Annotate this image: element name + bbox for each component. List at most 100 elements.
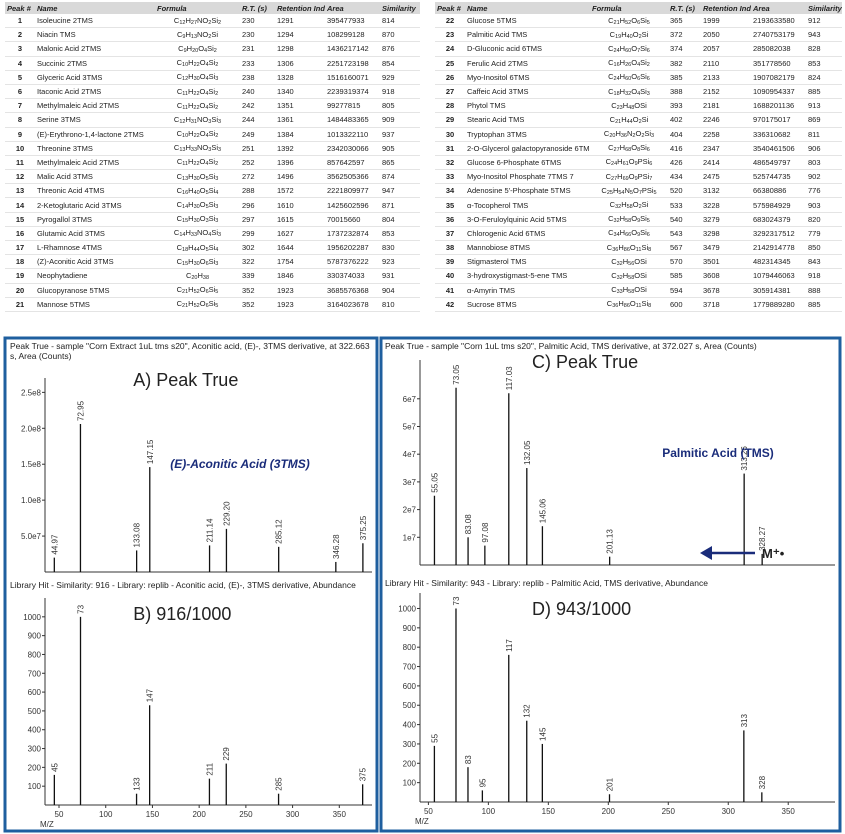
table-cell: 108299128	[325, 27, 380, 43]
table-cell: Stigmasterol TMS	[465, 254, 590, 270]
table-cell: 12	[5, 169, 35, 185]
peak-label: 133.08	[133, 522, 142, 547]
spectrum-title: Peak True - sample "Corn Extract 1uL tms…	[10, 341, 370, 361]
table-cell: 365	[668, 14, 701, 29]
table-cell: L-Rhamnose 4TMS	[35, 240, 155, 256]
table-cell: 1298	[275, 41, 325, 57]
y-tick-label: 500	[28, 707, 42, 716]
table-cell: 404	[668, 127, 701, 142]
table-cell: 3292317512	[751, 226, 806, 242]
table-cell: C14H33NO4Si3	[155, 226, 240, 242]
peak-label: 211	[205, 762, 214, 775]
y-tick-label: 800	[28, 650, 42, 659]
table-cell: 26	[435, 70, 465, 85]
table-cell: Threonine 3TMS	[35, 141, 155, 156]
table-cell: 533	[668, 197, 701, 213]
table-cell: 285082038	[751, 41, 806, 57]
table-cell: 299	[240, 226, 275, 242]
y-tick-label: 400	[28, 726, 42, 735]
table-cell: 1013322110	[325, 127, 380, 142]
y-tick-label: 100	[403, 779, 417, 788]
y-tick-label: 900	[28, 632, 42, 641]
y-tick-label: 900	[403, 624, 417, 633]
table-cell: 297	[240, 212, 275, 227]
table-cell: Threonic Acid 4TMS	[35, 183, 155, 199]
table-cell: 3501	[701, 254, 751, 270]
panel-label: A) Peak True	[133, 370, 238, 390]
table-cell: 2740753179	[751, 27, 806, 43]
table-cell: 6	[5, 84, 35, 100]
table-cell: 1516160071	[325, 70, 380, 85]
spectrum-title-box: Library Hit - Similarity: 916 - Library:…	[10, 580, 356, 590]
table-cell: 19	[5, 268, 35, 284]
table-cell: 7	[5, 98, 35, 114]
table-cell: C11H22O4Si2	[155, 84, 240, 100]
table-cell: 2246	[701, 112, 751, 128]
table-cell: Myo-Inositol 6TMS	[465, 70, 590, 85]
table-cell: 2057	[701, 41, 751, 57]
table-cell: C21H52O6Si5	[590, 14, 668, 29]
table-cell: C33H58OSi	[590, 283, 668, 298]
table-cell: 906	[806, 141, 842, 156]
table-cell: 1396	[275, 155, 325, 171]
annotation-arrowhead	[700, 546, 712, 560]
table-cell: Isoleucine 2TMS	[35, 14, 155, 29]
table-cell: 865	[380, 155, 420, 171]
column-header: R.T. (s)	[668, 2, 701, 14]
table-cell: Glyceric Acid 3TMS	[35, 70, 155, 85]
column-header: Formula	[155, 2, 240, 14]
table-cell: 1384	[275, 127, 325, 142]
table-cell: 3164023678	[325, 297, 380, 312]
table-cell: 23	[435, 27, 465, 43]
table-cell: 249	[240, 127, 275, 142]
table-cell: Niacin TMS	[35, 27, 155, 43]
table-cell: C32H58O2Si	[590, 197, 668, 213]
x-tick-label: 150	[542, 807, 556, 816]
table-cell: 2221809977	[325, 183, 380, 199]
table-cell: 2133	[701, 70, 751, 85]
y-tick-label: 1.5e8	[21, 460, 42, 469]
table-cell: C21H52O6Si5	[155, 283, 240, 298]
table-cell: 857642597	[325, 155, 380, 171]
peak-label: 145.06	[538, 498, 547, 523]
table-cell: C9H20O4Si2	[155, 41, 240, 57]
table-cell: C12H31NO3Si3	[155, 112, 240, 128]
table-cell: 2414	[701, 155, 751, 171]
table-cell: Tryptophan 3TMS	[465, 127, 590, 142]
table-cell: C10H22O4Si2	[155, 56, 240, 71]
peak-label: 201.13	[606, 529, 615, 554]
peak-label: 83	[464, 755, 473, 764]
y-tick-label: 1e7	[403, 533, 417, 542]
peak-label: 201	[606, 777, 615, 791]
y-tick-label: 600	[403, 682, 417, 691]
table-cell: 585	[668, 268, 701, 284]
table-cell: 3132	[701, 183, 751, 199]
table-cell: 25	[435, 56, 465, 71]
peak-label: 133	[133, 777, 142, 791]
table-cell: 1615	[275, 212, 325, 227]
y-tick-label: 5.0e7	[21, 532, 42, 541]
column-header: Name	[35, 2, 155, 14]
table-cell: 2110	[701, 56, 751, 71]
peak-label: 55	[430, 733, 439, 742]
y-tick-label: 2e7	[403, 506, 417, 515]
table-cell: 947	[380, 183, 420, 199]
peak-label: 55.05	[430, 472, 439, 493]
y-tick-label: 500	[403, 701, 417, 710]
table-cell: 3678	[701, 283, 751, 298]
table-cell: 426	[668, 155, 701, 171]
table-cell: 240	[240, 84, 275, 100]
table-cell: 854	[380, 56, 420, 71]
table-cell: 3	[5, 41, 35, 57]
table-cell: 2347	[701, 141, 751, 156]
table-cell: 929	[380, 70, 420, 85]
table-cell: 683024379	[751, 212, 806, 227]
column-header: Name	[465, 2, 590, 14]
column-header: Similarity	[380, 2, 420, 14]
y-tick-label: 1000	[23, 613, 41, 622]
table-cell: 1627	[275, 226, 325, 242]
x-axis-label: M/Z	[415, 817, 429, 826]
spectrum-title: Library Hit - Similarity: 916 - Library:…	[10, 580, 356, 590]
table-cell: 3479	[701, 240, 751, 256]
